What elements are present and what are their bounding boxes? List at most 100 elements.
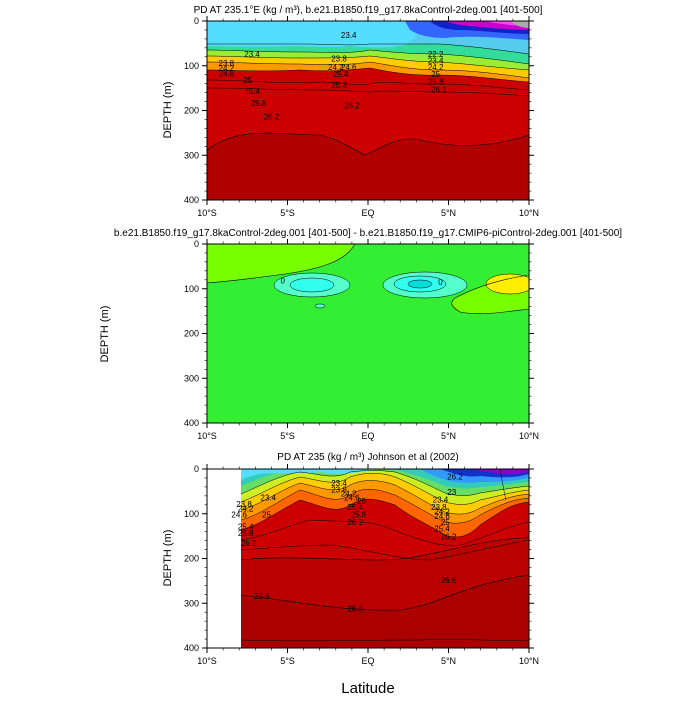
x-tick-label: 10°N: [519, 656, 539, 666]
contour-label: 24.2: [434, 508, 450, 517]
x-tick-label: 5°N: [441, 656, 456, 666]
contour-label: 25.8: [351, 510, 367, 519]
panel1-title: PD AT 235.1°E (kg / m³), b.e21.B1850.f19…: [194, 5, 543, 16]
x-tick-label: 5°N: [441, 431, 456, 441]
contour-label: 23.4: [428, 57, 444, 66]
contour-label: 23.8: [219, 59, 235, 68]
x-tick-label: EQ: [361, 431, 374, 441]
contour-label: 24.6: [344, 493, 360, 502]
y-tick-label: 300: [184, 598, 199, 608]
contour-label: 24.2: [328, 63, 344, 72]
panel2-contour-fill: [207, 244, 529, 423]
contour-label: 25.8: [331, 81, 347, 90]
x-tick-label: 10°S: [197, 656, 217, 666]
y-tick-label: 300: [184, 150, 199, 160]
y-tick-label: 100: [184, 284, 199, 294]
x-tick-label: 5°S: [280, 208, 295, 218]
y-tick-label: 400: [184, 195, 199, 205]
y-tick-label: 400: [184, 418, 199, 428]
contour-label: 24.2: [428, 63, 444, 72]
panel-difference: b.e21.B1850.f19_g17.8kaControl-2deg.001 …: [99, 228, 622, 441]
contour-label: 25.8: [428, 78, 444, 87]
contour-label: 26.2: [447, 473, 463, 482]
x-tick-label: 5°S: [280, 431, 295, 441]
contour-label: 24.2: [238, 505, 254, 514]
panel3-contour-labels: 23.423.824.224.6 2525.425.826.223.423.824…: [231, 473, 463, 614]
contour-label: 25: [431, 70, 440, 79]
contour-label: 23.8: [331, 54, 347, 63]
x-tick-label: 5°S: [280, 656, 295, 666]
y-tick-label: 300: [184, 373, 199, 383]
x-axis-label: Latitude: [341, 680, 394, 697]
contour-label: 0: [280, 276, 285, 285]
contour-label: 25.8: [238, 529, 254, 538]
contour-label: 24.6: [231, 510, 247, 519]
y-tick-label: 200: [184, 554, 199, 564]
contour-label: 26.2: [241, 539, 257, 548]
x-tick-label: EQ: [361, 208, 374, 218]
x-tick-label: 5°N: [441, 208, 456, 218]
contour-label: 23.4: [331, 479, 347, 488]
panel1-axes: 10°S 5°S EQ 5°N 10°N 0 100 200 300 400: [184, 16, 539, 218]
contour-label: 24.6: [434, 512, 450, 521]
contour-label: 0: [438, 278, 443, 287]
contour-label: 24.6: [341, 63, 357, 72]
contour-label: 23: [447, 488, 456, 497]
contour-label: 23.4: [244, 50, 260, 59]
panel1-contour-fill: [207, 21, 529, 200]
contour-label: 25: [262, 510, 271, 519]
contour-label: 25.6: [254, 592, 270, 601]
contour-label: 24.6: [219, 69, 235, 78]
y-tick-label: 0: [194, 239, 199, 249]
contour-label: 25: [243, 76, 252, 85]
contour-label: 26.2: [441, 533, 457, 542]
y-tick-label: 0: [194, 464, 199, 474]
panel1-y-label: DEPTH (m): [162, 82, 174, 139]
contour-label: 23.8: [236, 500, 252, 509]
y-tick-label: 0: [194, 16, 199, 26]
panel3-title: PD AT 235 (kg / m³) Johnson et al (2002): [277, 452, 458, 463]
contour-label: 25.4: [244, 87, 260, 96]
x-tick-label: 10°N: [519, 431, 539, 441]
x-tick-label: EQ: [361, 656, 374, 666]
contour-label: 26.6: [441, 576, 457, 585]
panel-observed-density: PD AT 235 (kg / m³) Johnson et al (2002): [162, 452, 539, 666]
panel3-axes: 10°S 5°S EQ 5°N 10°N 0 100 200 300 400: [184, 464, 539, 666]
contour-label: 24.2: [219, 64, 235, 73]
contour-label: 26.2: [347, 518, 363, 527]
y-tick-label: 200: [184, 106, 199, 116]
contour-label: 23.8: [431, 503, 447, 512]
contour-label: 25.4: [238, 522, 254, 531]
panel3-y-label: DEPTH (m): [162, 530, 174, 587]
x-tick-label: 10°N: [519, 208, 539, 218]
panel1-contour-labels: 23.423.423.824.224.62525.425.826.226.223…: [219, 31, 448, 121]
contour-label: 25: [441, 518, 450, 527]
contour-label: 23.4: [260, 493, 276, 502]
panel2-axes: 10°S 5°S EQ 5°N 10°N 0 100 200 300 400: [184, 239, 539, 441]
y-tick-label: 100: [184, 509, 199, 519]
contour-label: 26.2: [431, 86, 447, 95]
panel2-title: b.e21.B1850.f19_g17.8kaControl-2deg.001 …: [114, 228, 622, 239]
contour-label: 25: [357, 497, 366, 506]
contour-label: 26.2: [344, 101, 360, 110]
contour-label: 25.4: [347, 503, 363, 512]
y-tick-label: 200: [184, 329, 199, 339]
contour-label: 25.8: [251, 99, 267, 108]
contour-label: 23.4: [341, 31, 357, 40]
panel2-y-label: DEPTH (m): [99, 306, 111, 363]
contour-label: 25.4: [434, 525, 450, 534]
y-tick-label: 400: [184, 643, 199, 653]
y-tick-label: 100: [184, 61, 199, 71]
contour-label: 26.6: [347, 604, 363, 613]
x-tick-label: 10°S: [197, 208, 217, 218]
contour-label: 25.4: [333, 70, 349, 79]
contour-label: 23.4: [433, 496, 449, 505]
panel-model-density: PD AT 235.1°E (kg / m³), b.e21.B1850.f19…: [162, 5, 543, 218]
contour-label: 22.2: [428, 50, 444, 59]
contour-label: 23.8: [331, 485, 347, 494]
panel3-contour-fill: [207, 469, 529, 648]
contour-label: 26.2: [264, 112, 280, 121]
x-tick-label: 10°S: [197, 431, 217, 441]
